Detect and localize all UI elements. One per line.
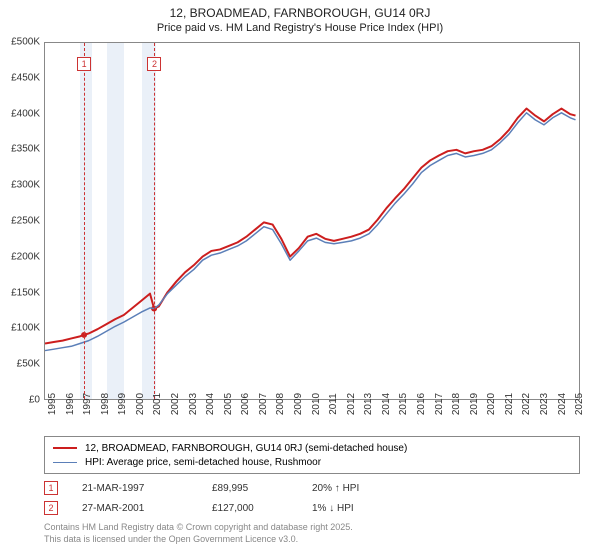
x-tick-label: 2009 — [293, 393, 304, 415]
y-tick-label: £400K — [0, 108, 40, 119]
x-tick-label: 2004 — [205, 393, 216, 415]
event-marker: 2 — [147, 57, 161, 71]
x-tick-label: 2022 — [521, 393, 532, 415]
transaction-marker: 1 — [44, 481, 58, 495]
y-tick-label: £450K — [0, 72, 40, 83]
x-tick-label: 1995 — [47, 393, 58, 415]
x-tick-label: 2021 — [504, 393, 515, 415]
y-tick-label: £150K — [0, 287, 40, 298]
x-tick-label: 2010 — [311, 393, 322, 415]
x-tick-label: 2000 — [135, 393, 146, 415]
legend-swatch — [53, 462, 77, 463]
x-tick-label: 2003 — [188, 393, 199, 415]
legend-swatch — [53, 447, 77, 449]
x-tick-label: 2016 — [416, 393, 427, 415]
chart-container: 12, BROADMEAD, FARNBOROUGH, GU14 0RJ Pri… — [0, 0, 600, 560]
footer-attribution: Contains HM Land Registry data © Crown c… — [44, 522, 353, 545]
transaction-price: £89,995 — [212, 483, 312, 494]
x-tick-label: 1998 — [100, 393, 111, 415]
transactions-table: 1 21-MAR-1997£89,99520% ↑ HPI 2 27-MAR-2001… — [44, 478, 580, 518]
event-marker: 1 — [77, 57, 91, 71]
y-tick-label: £200K — [0, 251, 40, 262]
x-tick-label: 1997 — [82, 393, 93, 415]
transaction-diff: 20% ↑ HPI — [312, 483, 412, 494]
x-tick-label: 2024 — [557, 393, 568, 415]
x-tick-label: 2018 — [451, 393, 462, 415]
transaction-date: 21-MAR-1997 — [82, 483, 212, 494]
x-tick-label: 2020 — [486, 393, 497, 415]
transaction-row: 2 27-MAR-2001£127,0001% ↓ HPI — [44, 498, 580, 518]
x-tick-label: 1996 — [65, 393, 76, 415]
y-tick-label: £250K — [0, 216, 40, 227]
legend-row: 12, BROADMEAD, FARNBOROUGH, GU14 0RJ (se… — [53, 441, 571, 455]
legend-row: HPI: Average price, semi-detached house,… — [53, 455, 571, 469]
y-tick-label: £350K — [0, 144, 40, 155]
x-tick-label: 2017 — [434, 393, 445, 415]
x-tick-label: 2014 — [381, 393, 392, 415]
y-tick-label: £300K — [0, 180, 40, 191]
legend-box: 12, BROADMEAD, FARNBOROUGH, GU14 0RJ (se… — [44, 436, 580, 474]
x-tick-label: 2012 — [346, 393, 357, 415]
transaction-row: 1 21-MAR-1997£89,99520% ↑ HPI — [44, 478, 580, 498]
x-tick-label: 2013 — [363, 393, 374, 415]
series-line-price_paid — [45, 109, 576, 344]
x-tick-label: 2001 — [152, 393, 163, 415]
transaction-marker: 2 — [44, 501, 58, 515]
x-tick-label: 2011 — [328, 393, 339, 415]
x-tick-label: 2006 — [240, 393, 251, 415]
footer-line-2: This data is licensed under the Open Gov… — [44, 534, 353, 546]
event-line — [154, 43, 155, 399]
x-tick-label: 2008 — [275, 393, 286, 415]
x-tick-label: 2025 — [574, 393, 585, 415]
x-tick-label: 2015 — [398, 393, 409, 415]
x-tick-label: 2002 — [170, 393, 181, 415]
y-tick-label: £500K — [0, 37, 40, 48]
x-tick-label: 2005 — [223, 393, 234, 415]
y-tick-label: £0 — [0, 395, 40, 406]
transaction-price: £127,000 — [212, 503, 312, 514]
x-tick-label: 2007 — [258, 393, 269, 415]
x-tick-label: 1999 — [117, 393, 128, 415]
y-tick-label: £50K — [0, 359, 40, 370]
transaction-date: 27-MAR-2001 — [82, 503, 212, 514]
transaction-diff: 1% ↓ HPI — [312, 503, 412, 514]
legend-label: 12, BROADMEAD, FARNBOROUGH, GU14 0RJ (se… — [85, 443, 407, 454]
chart-title: 12, BROADMEAD, FARNBOROUGH, GU14 0RJ — [0, 0, 600, 20]
x-tick-label: 2023 — [539, 393, 550, 415]
plot-area: 12 — [44, 42, 580, 400]
chart-svg — [45, 43, 579, 399]
footer-line-1: Contains HM Land Registry data © Crown c… — [44, 522, 353, 534]
event-line — [84, 43, 85, 399]
legend-label: HPI: Average price, semi-detached house,… — [85, 457, 321, 468]
x-tick-label: 2019 — [469, 393, 480, 415]
chart-subtitle: Price paid vs. HM Land Registry's House … — [0, 20, 600, 34]
y-tick-label: £100K — [0, 323, 40, 334]
